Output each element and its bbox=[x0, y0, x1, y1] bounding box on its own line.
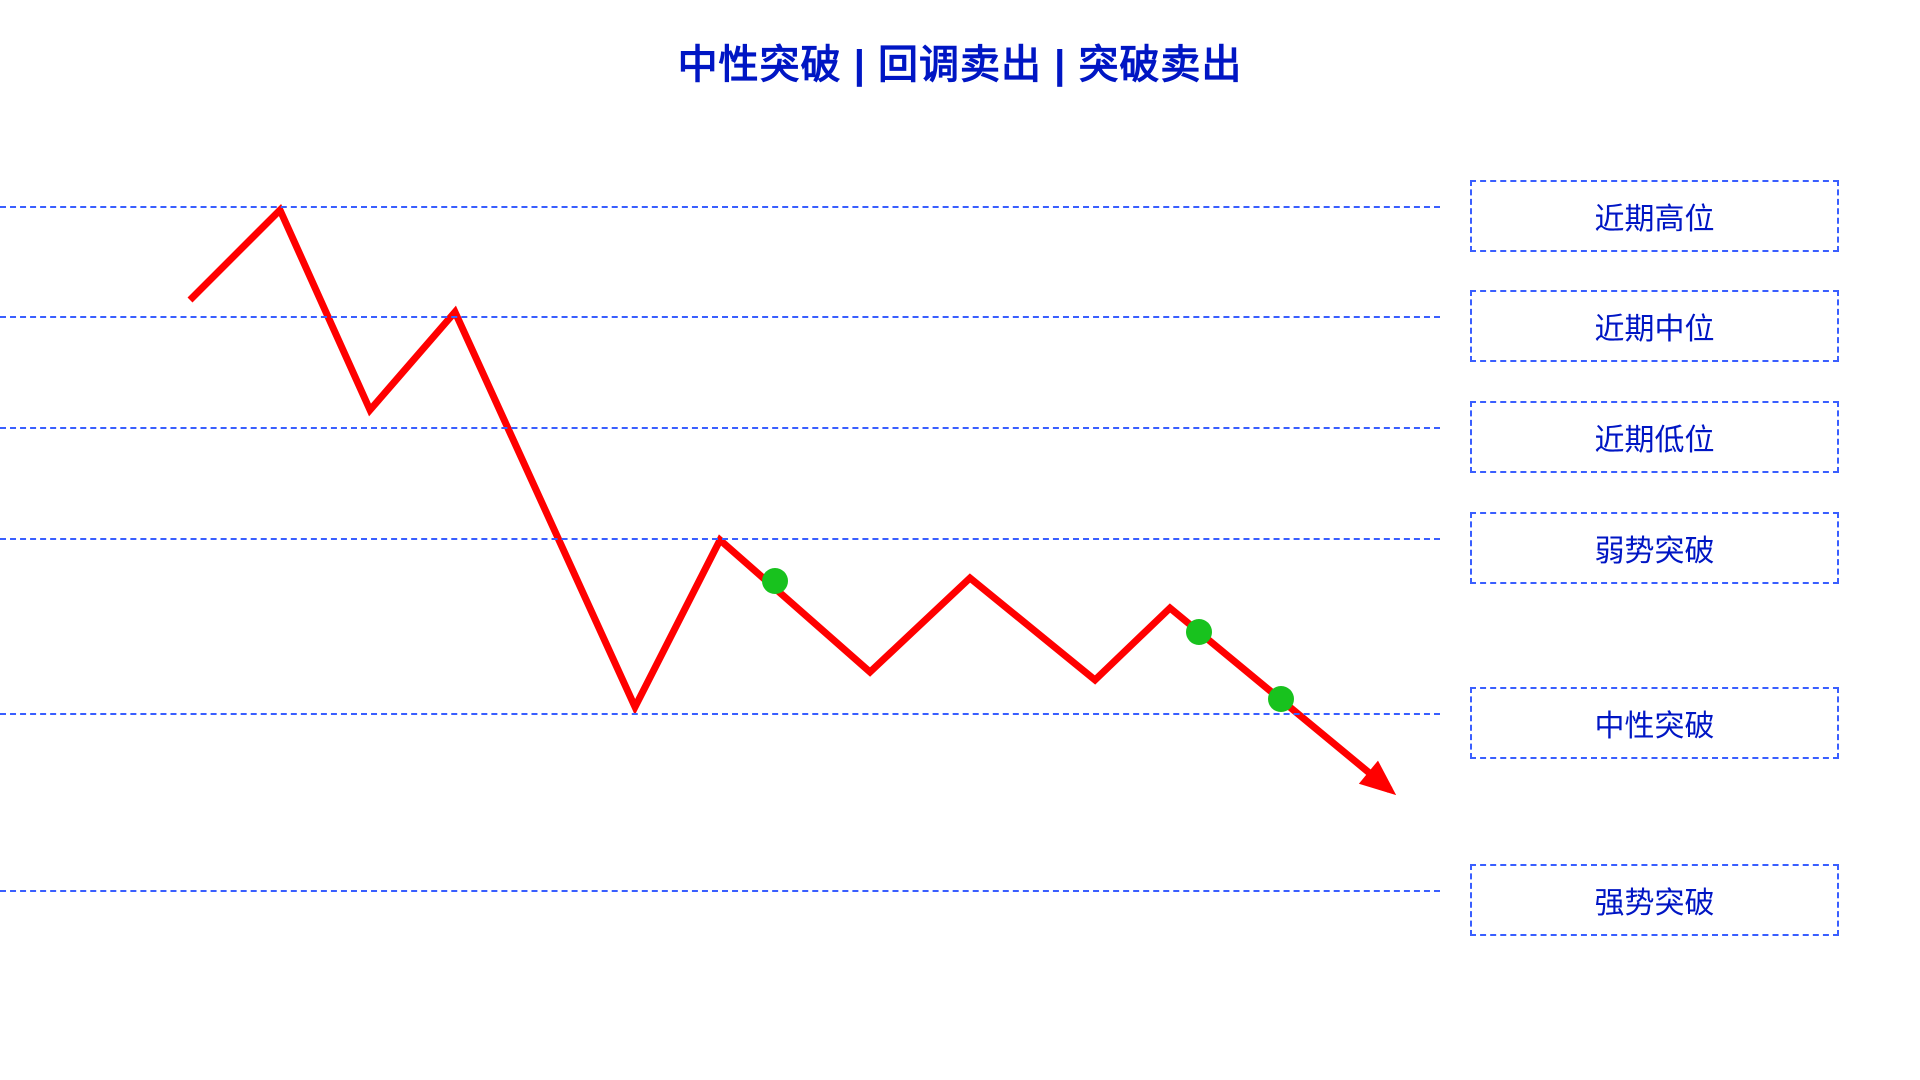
level-box-label: 近期高位 bbox=[1595, 194, 1715, 238]
level-box-label: 近期低位 bbox=[1595, 415, 1715, 459]
level-box-label: 中性突破 bbox=[1595, 701, 1715, 745]
level-line bbox=[0, 713, 1440, 715]
signal-marker bbox=[1268, 686, 1294, 712]
level-line bbox=[0, 890, 1440, 892]
level-line bbox=[0, 206, 1440, 208]
level-line bbox=[0, 316, 1440, 318]
level-box: 近期中位 bbox=[1470, 290, 1839, 362]
level-line bbox=[0, 427, 1440, 429]
level-line bbox=[0, 538, 1440, 540]
level-box: 弱势突破 bbox=[1470, 512, 1839, 584]
level-box: 近期高位 bbox=[1470, 180, 1839, 252]
price-line bbox=[190, 210, 1390, 790]
level-box-label: 弱势突破 bbox=[1595, 526, 1715, 570]
level-box-label: 近期中位 bbox=[1595, 304, 1715, 348]
signal-marker bbox=[762, 568, 788, 594]
level-box: 中性突破 bbox=[1470, 687, 1839, 759]
level-box: 近期低位 bbox=[1470, 401, 1839, 473]
signal-marker bbox=[1186, 619, 1212, 645]
diagram-stage: 近期高位近期中位近期低位弱势突破中性突破强势突破 bbox=[0, 0, 1920, 1080]
level-box-label: 强势突破 bbox=[1595, 878, 1715, 922]
level-box: 强势突破 bbox=[1470, 864, 1839, 936]
